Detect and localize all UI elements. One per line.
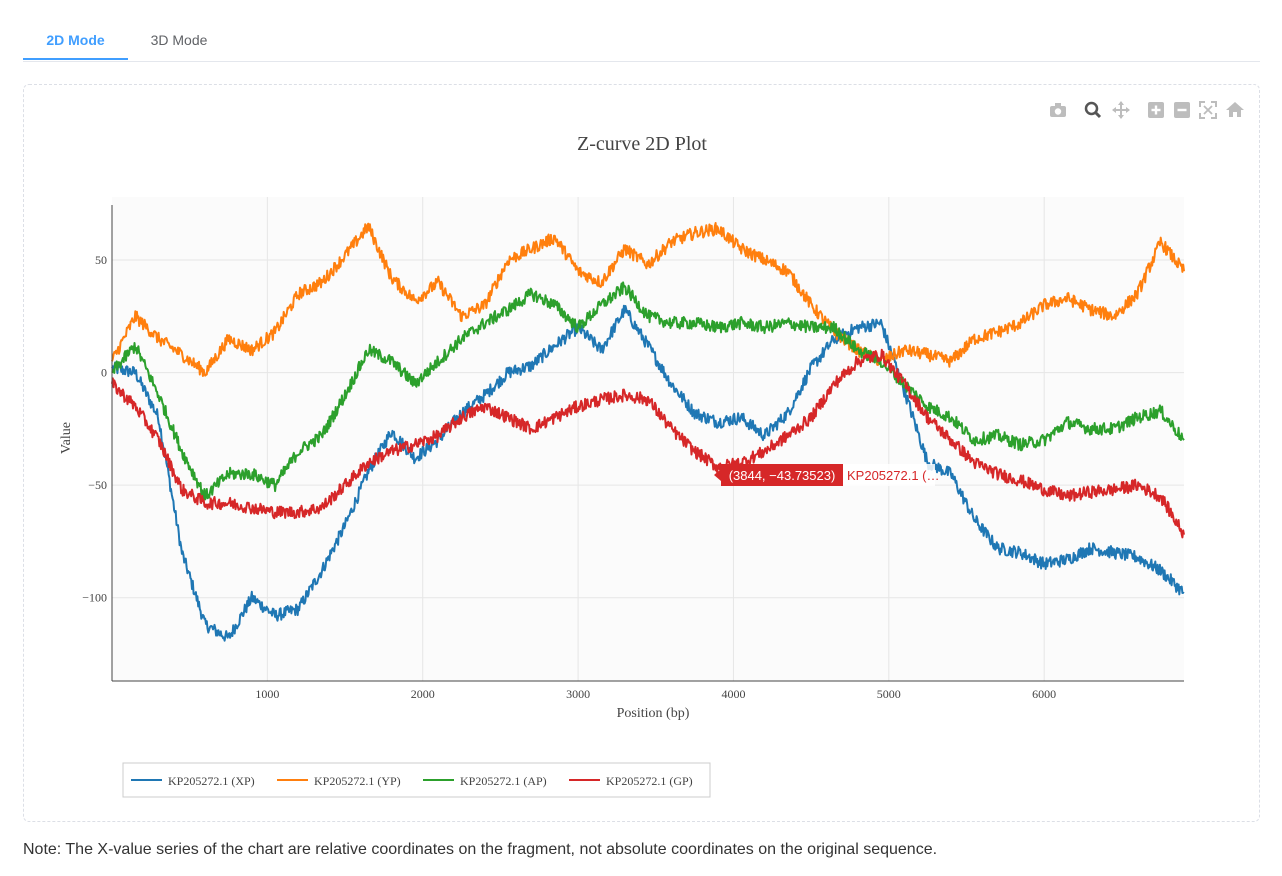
z-curve-chart: 1000 2000 3000 4000 5000 6000 50 0 −50 −100 Z-cu… <box>59 133 1185 798</box>
x-axis-label: Position (bp) <box>617 706 690 721</box>
tab-3d-mode[interactable]: 3D Mode <box>150 32 208 48</box>
x-tick-label: 3000 <box>566 687 590 701</box>
zoom-out-icon[interactable] <box>1172 100 1192 120</box>
active-tab-indicator <box>23 58 128 60</box>
legend-box <box>122 762 711 798</box>
x-tick-label: 5000 <box>877 687 901 701</box>
y-tick-labels: 50 0 −50 −100 <box>82 253 107 605</box>
legend-label: KP205272.1 (XP) <box>168 774 255 788</box>
y-tick-label: −50 <box>88 478 107 492</box>
legend-label: KP205272.1 (YP) <box>314 774 401 788</box>
legend-item-gp[interactable]: KP205272.1 (GP) <box>569 774 693 788</box>
zoom-icon[interactable] <box>1083 100 1103 120</box>
tooltip-value: (3844, −43.73523) <box>729 468 836 483</box>
series-line-gp <box>111 348 1185 539</box>
zoom-in-icon[interactable] <box>1146 100 1166 120</box>
x-tick-labels: 1000 2000 3000 4000 5000 6000 <box>255 687 1056 701</box>
x-tick-label: 2000 <box>411 687 435 701</box>
tooltip-box <box>721 464 843 486</box>
y-tick-label: 50 <box>95 253 107 267</box>
tooltip-series-label: KP205272.1 (… <box>847 468 940 483</box>
y-axis-label: Value <box>59 422 74 454</box>
series-line-ap <box>111 281 1185 501</box>
pan-icon[interactable] <box>1111 100 1131 120</box>
legend-item-xp[interactable]: KP205272.1 (XP) <box>131 774 255 788</box>
legend-label: KP205272.1 (AP) <box>460 774 547 788</box>
mode-tabs: 2D Mode 3D Mode <box>23 22 1260 62</box>
reset-axes-icon[interactable] <box>1225 100 1245 120</box>
chart-card <box>23 84 1260 822</box>
x-tick-label: 4000 <box>721 687 745 701</box>
x-tick-label: 1000 <box>255 687 279 701</box>
hover-tooltip: (3844, −43.73523) KP205272.1 (… <box>714 464 940 486</box>
legend-item-yp[interactable]: KP205272.1 (YP) <box>277 774 401 788</box>
chart-title: Z-curve 2D Plot <box>577 133 707 155</box>
tooltip-series-box <box>843 464 935 486</box>
series-line-xp <box>111 304 1185 642</box>
tooltip-arrow <box>714 469 721 481</box>
legend: KP205272.1 (XP) KP205272.1 (YP) KP205272.1… <box>122 762 711 798</box>
legend-item-ap[interactable]: KP205272.1 (AP) <box>423 774 547 788</box>
x-tick-label: 6000 <box>1032 687 1056 701</box>
y-tick-label: −100 <box>82 591 107 605</box>
series-line-yp <box>111 222 1185 377</box>
y-tick-label: 0 <box>101 366 107 380</box>
tab-2d-mode[interactable]: 2D Mode <box>46 32 105 48</box>
camera-icon[interactable] <box>1048 100 1068 120</box>
legend-label: KP205272.1 (GP) <box>606 774 693 788</box>
chart-note: Note: The X-value series of the chart ar… <box>23 841 938 858</box>
series-lines <box>111 222 1185 642</box>
autoscale-icon[interactable] <box>1198 100 1218 120</box>
